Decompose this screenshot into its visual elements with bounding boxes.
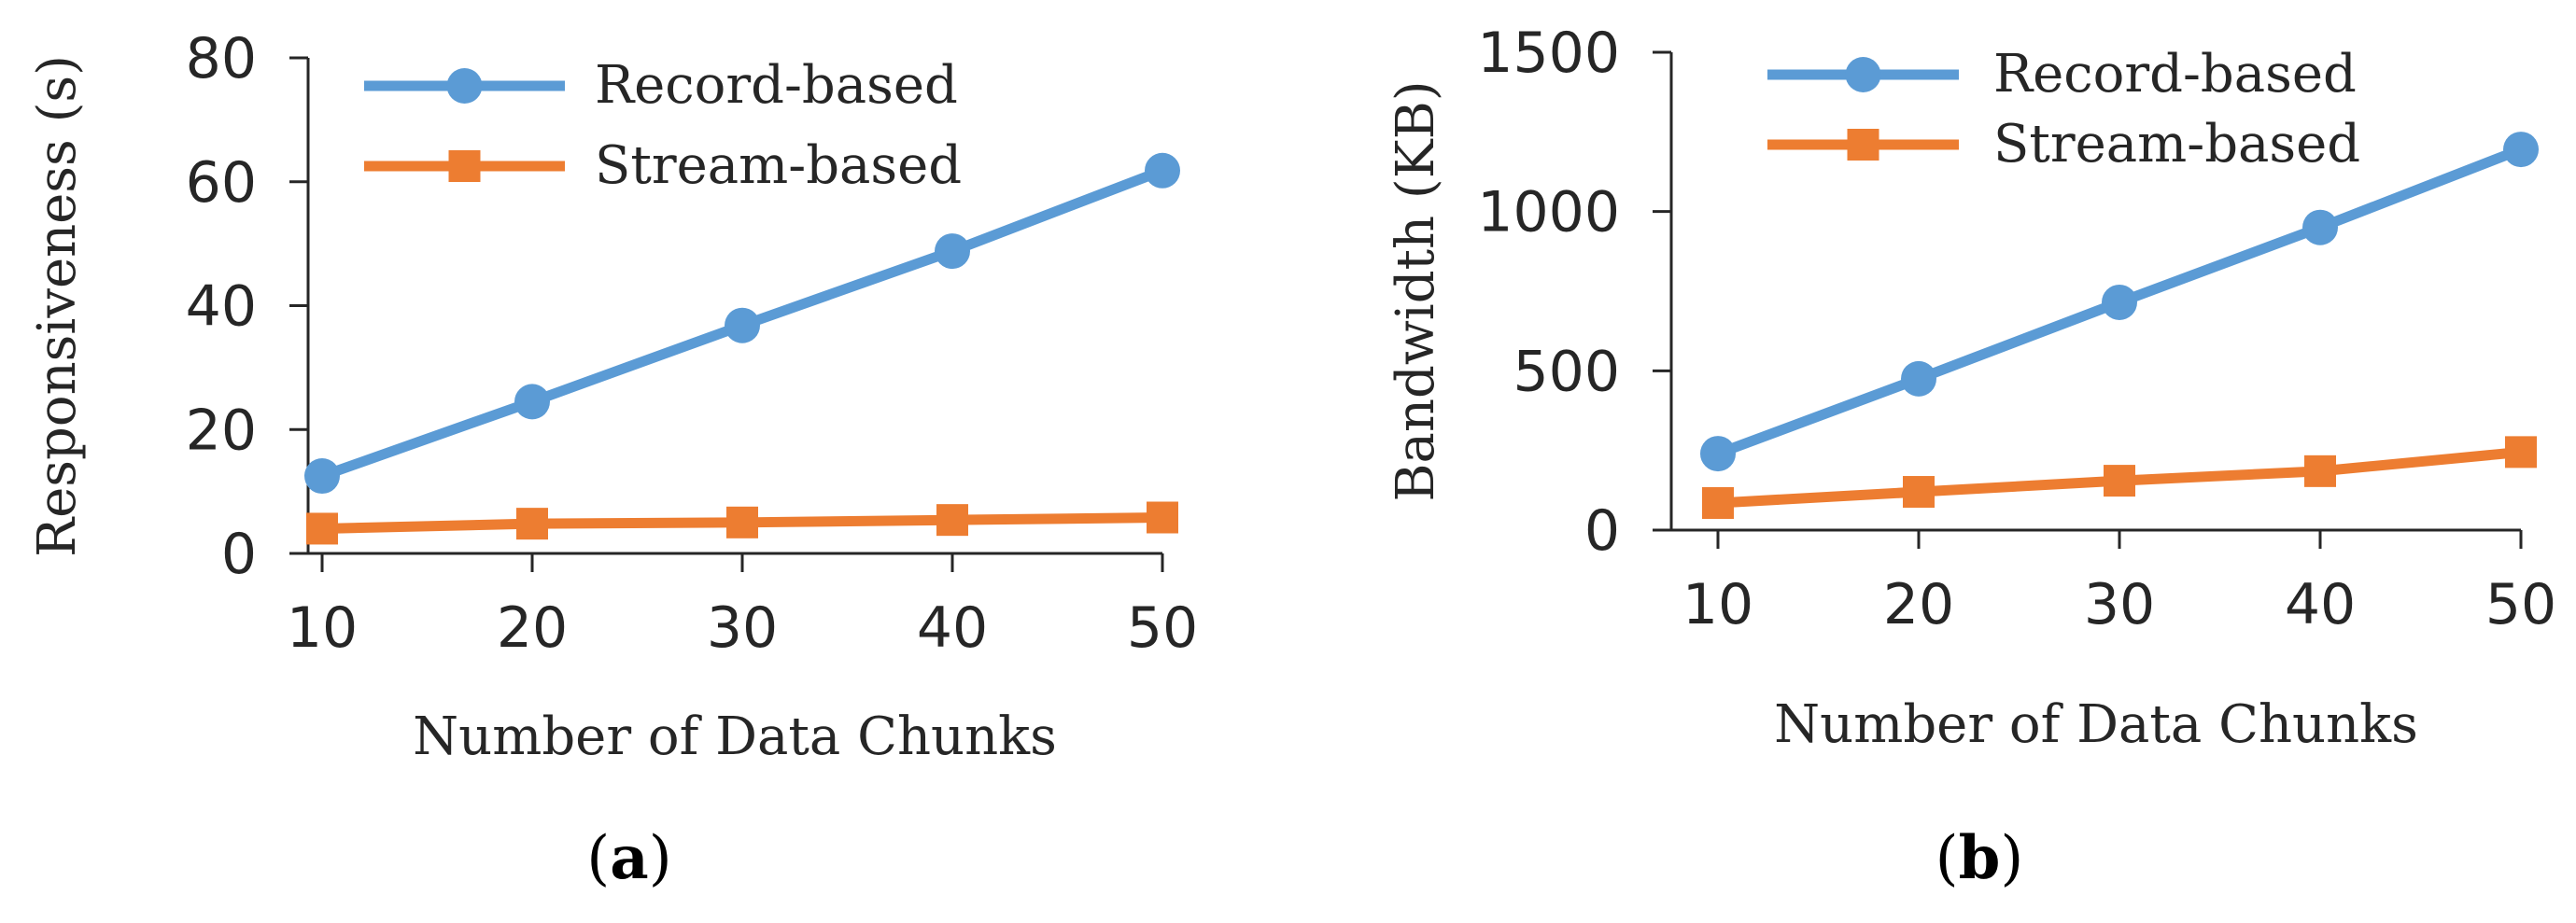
y-tick-label: 60 [186, 150, 257, 216]
data-point [935, 233, 970, 270]
legend-entry-label: Record-based [595, 55, 958, 116]
panel-label-b: (b) [1936, 823, 2024, 893]
data-point [2302, 209, 2338, 245]
chart-panel-a: 0 20 40 60 80 10 20 30 40 50 Record-based Stream-… [27, 26, 1198, 893]
data-point [2102, 284, 2137, 320]
x-tick-labels: 10 20 30 40 50 [1682, 572, 2556, 637]
x-tick-label: 40 [2285, 572, 2356, 637]
x-axis-title: Number of Data Chunks [1774, 694, 2418, 755]
y-tick-label: 1000 [1477, 180, 1620, 245]
legend-entry-label: Stream-based [595, 135, 962, 196]
data-point [514, 384, 550, 420]
data-point [1903, 476, 1935, 509]
data-point [725, 307, 760, 343]
data-point [1702, 486, 1734, 519]
legend: Record-based Stream-based [1767, 44, 2360, 175]
y-axis-title: Responsiveness (s) [27, 55, 88, 557]
x-tick-label: 20 [497, 595, 568, 661]
panel-label-a: (a) [586, 823, 671, 893]
series-group [1700, 132, 2539, 519]
data-point [516, 508, 548, 540]
data-point [936, 504, 968, 537]
y-tick-label: 40 [186, 274, 257, 340]
y-tick-label: 500 [1513, 339, 1620, 404]
legend-swatch-marker [1845, 57, 1881, 92]
y-tick-label: 20 [186, 398, 257, 463]
y-tick-labels: 0 20 40 60 80 [186, 26, 257, 587]
x-tick-marks [320, 553, 1164, 572]
data-point [726, 506, 758, 538]
data-point [1700, 436, 1736, 472]
legend: Record-based Stream-based [364, 55, 962, 196]
x-tick-label: 30 [707, 595, 778, 661]
data-point [1147, 501, 1178, 534]
x-tick-label: 40 [917, 595, 988, 661]
y-tick-labels: 0 500 1000 1500 [1477, 21, 1620, 564]
y-tick-label: 0 [221, 522, 257, 587]
chart-panel-b: 0 500 1000 1500 10 20 30 40 50 Record-based Stre… [1386, 21, 2556, 893]
legend-swatch-marker [448, 150, 481, 182]
data-point [1901, 360, 1936, 397]
x-tick-label: 50 [2485, 572, 2556, 637]
data-point [2505, 436, 2537, 468]
x-tick-label: 10 [1682, 572, 1753, 637]
legend-swatch-marker [446, 68, 483, 104]
data-point [2304, 455, 2336, 487]
legend-swatch-marker [1847, 129, 1879, 161]
y-tick-label: 0 [1584, 498, 1620, 564]
data-point [306, 512, 338, 545]
x-axis-title: Number of Data Chunks [413, 706, 1057, 767]
x-tick-marks [1716, 530, 2523, 549]
y-tick-label: 1500 [1477, 21, 1620, 86]
y-tick-marks [289, 56, 308, 555]
series-group [304, 152, 1180, 545]
x-tick-label: 20 [1883, 572, 1954, 637]
data-point [1145, 152, 1180, 189]
data-point [2104, 465, 2135, 497]
legend-entry-label: Stream-based [1993, 114, 2360, 175]
data-point [304, 458, 340, 495]
x-tick-label: 30 [2084, 572, 2155, 637]
legend-entry-label: Record-based [1993, 44, 2357, 105]
x-tick-label: 50 [1127, 595, 1198, 661]
y-tick-marks [1653, 50, 1671, 532]
data-point [2503, 132, 2539, 168]
y-axis-title: Bandwidth (KB) [1386, 80, 1446, 501]
x-tick-label: 10 [287, 595, 358, 661]
y-tick-label: 80 [186, 26, 257, 91]
x-tick-labels: 10 20 30 40 50 [287, 595, 1198, 661]
